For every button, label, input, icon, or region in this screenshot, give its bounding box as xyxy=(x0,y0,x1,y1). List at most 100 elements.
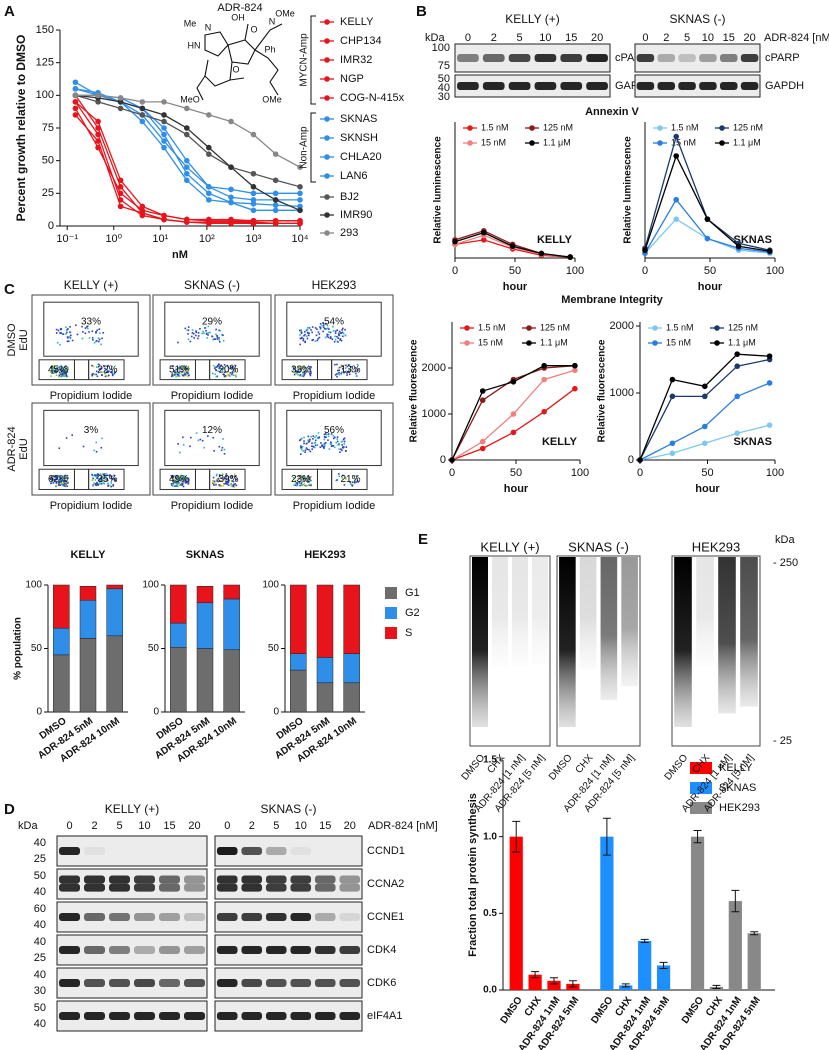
flow-event xyxy=(177,481,180,484)
flow-event xyxy=(181,476,184,479)
flow-event xyxy=(336,335,338,338)
bar-segment xyxy=(170,622,187,648)
legend-label: 125 nM xyxy=(728,322,758,332)
flow-event xyxy=(190,335,193,338)
legend-swatch xyxy=(385,607,397,619)
flow-event xyxy=(213,450,215,452)
flow-event xyxy=(304,333,306,336)
flow-event xyxy=(314,439,317,442)
flow-event xyxy=(207,332,210,334)
data-point xyxy=(479,388,486,394)
flow-event xyxy=(303,484,306,487)
flow-event xyxy=(222,334,224,337)
legend-label: 1.1 μM xyxy=(540,337,568,347)
gate-percent: 51% xyxy=(169,364,189,375)
flow-event xyxy=(350,365,352,368)
flow-event xyxy=(233,370,236,373)
data-point xyxy=(228,194,234,201)
flow-event xyxy=(60,365,63,368)
legend-marker xyxy=(467,140,473,146)
flow-event xyxy=(94,479,96,481)
flow-event xyxy=(348,370,350,373)
data-point xyxy=(228,199,234,206)
flow-event xyxy=(103,479,105,482)
flow-event xyxy=(172,485,174,487)
data-point xyxy=(250,217,257,224)
data-point xyxy=(449,457,455,463)
flow-event xyxy=(331,338,334,341)
flow-event xyxy=(231,373,233,376)
flow-event xyxy=(296,371,298,373)
flow-event xyxy=(112,485,115,487)
flow-event xyxy=(341,440,344,443)
flow-event xyxy=(301,336,303,339)
flow-event xyxy=(293,373,296,376)
flow-event xyxy=(308,440,311,442)
flow-event xyxy=(303,374,305,377)
flow-event xyxy=(224,483,226,485)
flow-event xyxy=(92,365,95,368)
flow-event xyxy=(183,370,185,373)
flow-event xyxy=(205,330,207,332)
flow-event xyxy=(66,477,69,479)
flow-event xyxy=(91,336,94,339)
flow-event xyxy=(334,332,337,334)
y-tick-label: 0 xyxy=(36,707,42,718)
legend-marker xyxy=(714,325,720,331)
flow-event xyxy=(54,485,57,488)
flow-event xyxy=(298,477,300,480)
flow-event xyxy=(347,363,350,366)
flow-event xyxy=(218,340,221,343)
flow-event xyxy=(327,333,330,336)
flow-event xyxy=(334,363,336,366)
flow-event xyxy=(57,481,60,484)
flow-event xyxy=(293,484,295,486)
flow-event xyxy=(310,366,312,368)
flow-event xyxy=(67,367,69,369)
flow-event xyxy=(342,438,345,441)
data-point xyxy=(161,131,167,138)
flow-event xyxy=(319,328,322,330)
flow-event xyxy=(107,485,109,487)
blot-band xyxy=(241,847,263,855)
gate-percent: 3% xyxy=(84,425,99,436)
data-point xyxy=(139,99,146,105)
flow-event xyxy=(178,372,180,375)
flow-event xyxy=(215,369,217,372)
y-tick-label: 100 xyxy=(25,580,42,591)
flow-event xyxy=(173,481,176,483)
flow-event xyxy=(95,340,97,343)
flow-event xyxy=(86,325,89,328)
flow-event xyxy=(339,339,341,341)
blot-band xyxy=(216,883,238,892)
flow-event xyxy=(107,482,109,485)
flow-event xyxy=(310,479,312,482)
lane-label: DMSO xyxy=(547,752,575,782)
flow-event xyxy=(91,373,93,376)
flow-event xyxy=(299,329,301,332)
flow-event xyxy=(212,364,215,367)
legend-label: SKNAS xyxy=(719,782,756,794)
blot-band xyxy=(290,875,312,884)
flow-event xyxy=(179,484,181,486)
blot-band xyxy=(216,847,238,855)
section-title: Annexin V xyxy=(585,106,639,118)
blot-band xyxy=(657,82,675,90)
flow-event xyxy=(59,480,61,483)
bar-segment xyxy=(53,627,70,656)
flow-event xyxy=(234,364,236,367)
flow-event xyxy=(304,367,307,369)
kda-label: kDa xyxy=(425,32,445,44)
flow-event xyxy=(220,477,222,479)
blot-band xyxy=(159,883,180,892)
flow-event xyxy=(95,370,98,373)
blot-panel xyxy=(454,74,611,98)
flow-event xyxy=(231,476,234,478)
blot-band xyxy=(216,1012,238,1020)
flow-event xyxy=(218,479,220,482)
flow-event xyxy=(95,441,98,444)
flow-event xyxy=(221,369,224,372)
flow-event xyxy=(305,477,308,480)
flow-event xyxy=(50,482,52,485)
mw-marker: 40 xyxy=(438,82,450,94)
